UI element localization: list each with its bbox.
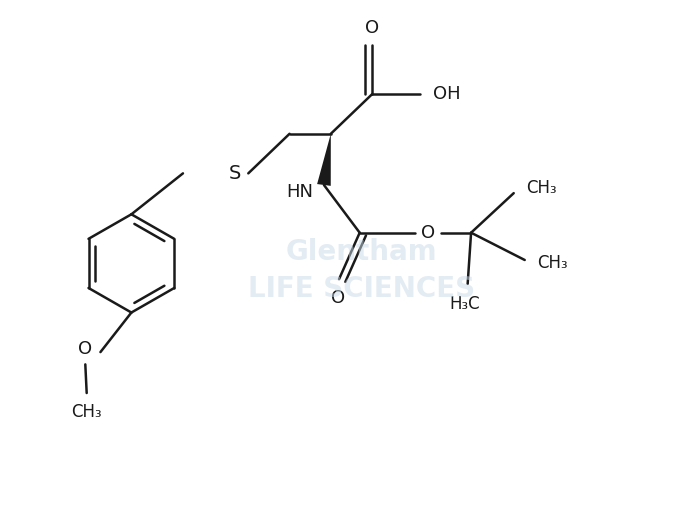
Text: CH₃: CH₃ xyxy=(526,179,557,197)
Text: HN: HN xyxy=(286,183,313,201)
Text: O: O xyxy=(365,19,379,37)
Text: Glentham
LIFE SCIENCES: Glentham LIFE SCIENCES xyxy=(248,238,475,303)
Text: O: O xyxy=(421,224,436,242)
Text: CH₃: CH₃ xyxy=(72,403,102,421)
Text: H₃C: H₃C xyxy=(449,295,480,314)
Polygon shape xyxy=(317,134,331,186)
Text: O: O xyxy=(331,289,345,306)
Text: CH₃: CH₃ xyxy=(537,254,567,272)
Text: O: O xyxy=(78,340,93,358)
Text: S: S xyxy=(228,164,241,183)
Text: OH: OH xyxy=(432,85,460,103)
